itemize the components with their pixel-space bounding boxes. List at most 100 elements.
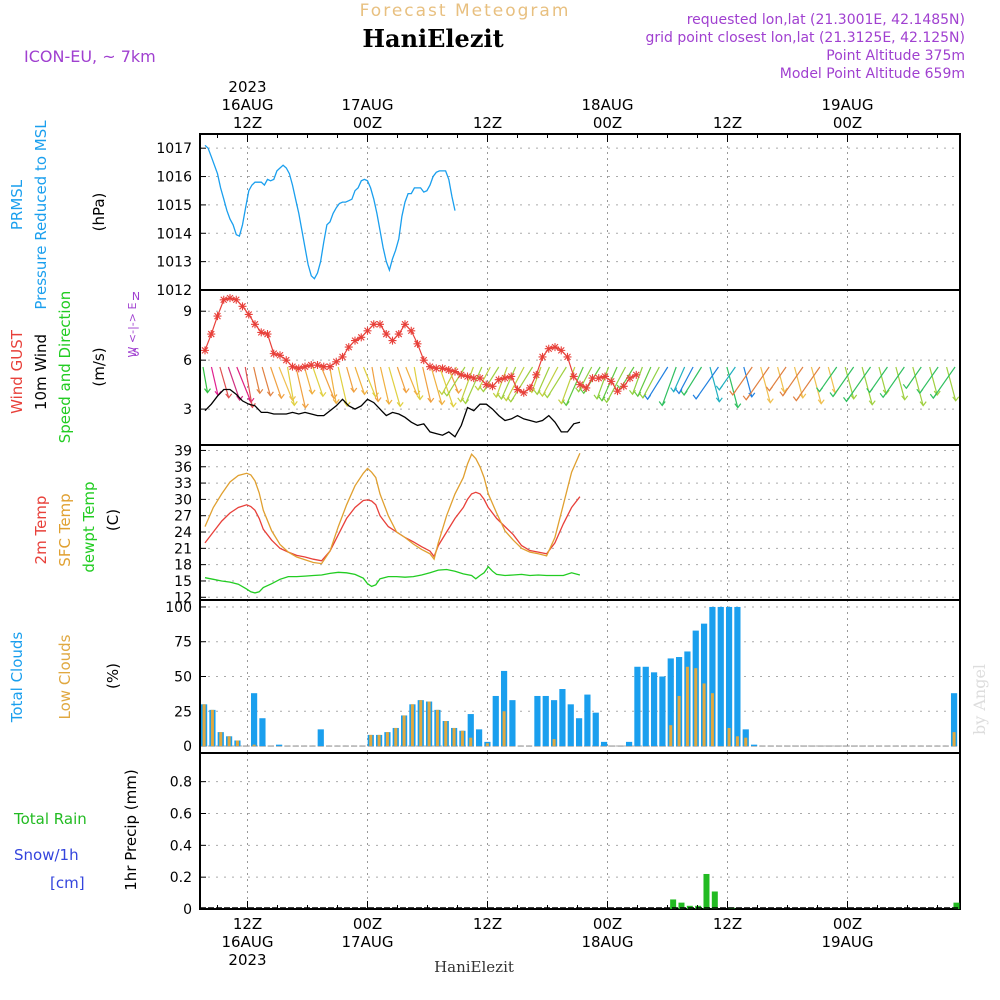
temperature-ytick-label-3: 21 <box>174 541 192 557</box>
total-cloud-bar-54 <box>650 672 658 747</box>
temp-label-dewpt: dewpt Temp <box>80 481 98 572</box>
wind-arrowhead-0 <box>204 388 211 394</box>
total-cloud-bar-43 <box>559 689 566 747</box>
wind-arrowhead-71 <box>779 391 787 397</box>
gust-marker-10 <box>263 330 272 339</box>
gust-marker-69 <box>632 370 641 379</box>
wind-arrowhead-22 <box>396 402 404 408</box>
total-cloud-bar-53 <box>642 666 649 747</box>
wind-arrowhead-28 <box>449 402 457 408</box>
wind-arrow-8 <box>270 366 282 399</box>
wind-arrowhead-53 <box>634 391 642 398</box>
gust-marker-9 <box>257 328 266 337</box>
precip-ytick-label-2: 0.4 <box>170 838 192 854</box>
low-cloud-bar-1 <box>210 709 214 747</box>
wind-arrow-82 <box>895 366 906 400</box>
wind-arrowhead-62 <box>734 403 742 409</box>
clouds-ytick-label-1: 25 <box>174 704 192 720</box>
gust-marker-23 <box>344 343 353 352</box>
wind-arrow-13 <box>312 366 324 397</box>
wind-arrow-46 <box>578 366 593 393</box>
gust-marker-5 <box>232 295 241 304</box>
temperature-ytick-label-4: 24 <box>174 525 192 541</box>
rain-bar-61 <box>711 891 718 909</box>
bottom-time-label-0-0: 12Z <box>233 915 262 933</box>
wind-arrowhead-9 <box>289 396 296 402</box>
temp-label-2m: 2m Temp <box>32 496 50 565</box>
wind-arrowhead-48 <box>593 394 601 400</box>
temp-label-sfc: SFC Temp <box>56 493 74 566</box>
wind-arrowhead-88 <box>952 396 960 402</box>
gust-marker-8 <box>251 320 259 329</box>
wind-arrowhead-86 <box>933 390 941 396</box>
wind-arrow-78 <box>861 366 873 405</box>
sfc-line <box>204 452 581 565</box>
wind-arrow-83 <box>882 366 905 398</box>
low-cloud-bar-2 <box>219 732 223 747</box>
total-cloud-bar-46 <box>584 694 591 747</box>
gust-marker-64 <box>601 372 609 381</box>
low-cloud-bar-26 <box>419 700 423 747</box>
gust-marker-33 <box>407 326 416 335</box>
temperature-ytick-label-6: 30 <box>174 492 192 508</box>
low-cloud-bar-58 <box>685 666 689 747</box>
wind-arrow-1 <box>210 366 219 396</box>
wind-arrow-66 <box>760 366 771 403</box>
wind-arrowhead-14 <box>330 394 338 400</box>
compass-s: S <box>133 346 140 359</box>
low-cloud-bar-27 <box>427 701 431 747</box>
gust-marker-18 <box>313 361 322 370</box>
wind-arrowhead-57 <box>670 387 678 393</box>
clouds-label-low: Low Clouds <box>56 634 74 719</box>
total-cloud-bar-9 <box>275 744 283 747</box>
temp-label-unit: (C) <box>104 509 122 531</box>
wind-arrowhead-73 <box>792 396 800 402</box>
pressure-ytick-label-3: 1015 <box>156 198 192 214</box>
precip-ytick-label-1: 0.2 <box>170 870 192 886</box>
rain-bar-56 <box>670 899 677 909</box>
pressure-ytick-label-1: 1013 <box>156 255 192 271</box>
gust-line <box>204 297 637 394</box>
wind-arrowhead-13 <box>319 391 327 398</box>
total-cloud-bar-14 <box>317 729 324 747</box>
gust-marker-4 <box>226 294 234 303</box>
wind-arrowhead-18 <box>361 390 368 396</box>
clouds-series <box>201 606 958 747</box>
clouds-ytick-label-0: 0 <box>183 739 192 755</box>
wind-arrow-73 <box>795 366 821 401</box>
wind-arrowhead-79 <box>843 397 850 403</box>
wind-ytick-label-1: 6 <box>183 353 192 369</box>
low-cloud-bar-30 <box>452 727 456 747</box>
low-cloud-bar-22 <box>385 732 389 747</box>
dewpt-line <box>204 565 581 594</box>
precip-ytick-label-3: 0.6 <box>170 806 192 822</box>
wind-arrow-68 <box>777 366 785 393</box>
wind-arrow-6 <box>253 366 261 394</box>
gust-marker-25 <box>357 333 366 342</box>
gust-marker-31 <box>394 330 403 339</box>
gust-marker-29 <box>382 330 391 339</box>
temperature-ytick-label-2: 18 <box>174 558 192 574</box>
gust-marker-40 <box>451 367 459 376</box>
gust-marker-60 <box>576 380 584 389</box>
wind-arrowhead-81 <box>866 388 874 394</box>
temperature-ytick-label-1: 15 <box>174 574 192 590</box>
pressure-frame <box>199 133 961 291</box>
gust-marker-61 <box>582 383 591 392</box>
total-cloud-bar-6 <box>250 693 258 747</box>
wind-arrowhead-7 <box>266 391 274 397</box>
location-title: HaniElezit <box>362 24 503 53</box>
wind-arrowhead-19 <box>372 392 379 398</box>
precip-panel: 0 0.2 0.4 0.6 0.8 <box>170 752 961 918</box>
low-cloud-bar-25 <box>410 704 414 747</box>
gust-marker-62 <box>588 374 597 383</box>
top-time-label-1-0: 17AUG <box>342 96 394 114</box>
wind-arrowhead-27 <box>438 400 446 406</box>
gust-marker-49 <box>507 372 516 381</box>
wind-arrowhead-36 <box>492 392 500 399</box>
wind-arrowhead-61 <box>692 394 700 400</box>
wind-arrowhead-87 <box>916 388 924 395</box>
wind-direction-arrows <box>202 366 960 409</box>
wind-arrowhead-78 <box>868 400 876 406</box>
